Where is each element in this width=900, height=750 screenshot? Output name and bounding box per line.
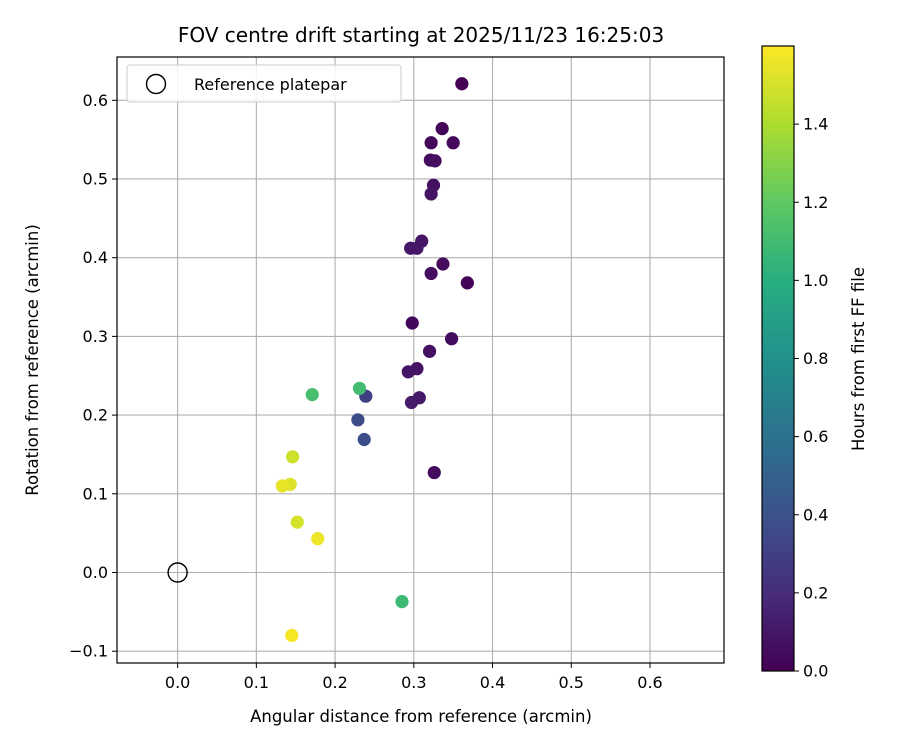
data-point-24: [357, 432, 371, 447]
data-point-31: [290, 515, 304, 529]
colorbar-tick-label-7: 1.4: [803, 115, 828, 134]
x-axis: 0.0 0.1 0.2 0.3 0.4 0.5 0.6: [165, 663, 663, 692]
y-tick-label-1: 0.0: [83, 563, 108, 582]
data-point-12: [424, 266, 438, 281]
data-point-10: [410, 241, 424, 255]
colorbar-tick-label-3: 0.6: [803, 427, 828, 446]
legend: Reference platepar: [126, 64, 402, 103]
plot-area: [117, 57, 724, 663]
colorbar-gradient: [762, 46, 794, 671]
legend-marker-reference: [145, 73, 167, 95]
data-point-5: [428, 154, 442, 168]
data-point-11: [436, 257, 450, 271]
data-point-3: [446, 136, 460, 150]
y-tick-label-0: −0.1: [69, 642, 108, 661]
points-layer: [167, 77, 474, 643]
y-tick-label-2: 0.1: [83, 484, 108, 503]
data-point-32: [311, 532, 325, 546]
plot-frame: [116, 56, 725, 664]
x-tick-label-2: 0.2: [322, 673, 347, 692]
x-tick-label-3: 0.3: [401, 673, 426, 692]
colorbar-tick-label-2: 0.4: [803, 505, 828, 524]
y-tick-label-5: 0.4: [83, 248, 108, 267]
y-tick-label-7: 0.6: [83, 91, 108, 110]
data-point-21: [427, 465, 441, 480]
data-point-15: [444, 332, 459, 346]
data-point-28: [285, 450, 300, 464]
data-point-14: [405, 316, 419, 330]
data-point-25: [352, 381, 367, 395]
y-tick-label-3: 0.2: [83, 406, 108, 425]
data-point-27: [395, 595, 409, 609]
x-tick-label-5: 0.5: [559, 673, 584, 692]
y-axis-label: Rotation from reference (arcmin): [23, 224, 42, 496]
colorbar-label: Hours from first FF file: [849, 267, 868, 451]
x-tick-label-6: 0.6: [637, 673, 662, 692]
legend-entry-reference: Reference platepar: [194, 75, 347, 94]
x-tick-label-1: 0.1: [244, 673, 269, 692]
y-axis: −0.1 0.0 0.1 0.2 0.3 0.4 0.5 0.6: [69, 91, 117, 661]
data-point-1: [435, 122, 449, 136]
data-point-7: [424, 187, 438, 201]
reference-platepar-marker: [167, 562, 188, 583]
data-point-16: [422, 344, 437, 358]
data-point-30: [275, 479, 289, 493]
x-tick-label-0: 0.0: [165, 673, 190, 692]
x-tick-label-4: 0.4: [480, 673, 505, 692]
data-point-2: [424, 136, 438, 150]
y-tick-label-4: 0.3: [83, 327, 108, 346]
data-point-33: [285, 628, 299, 643]
colorbar-tick-label-4: 0.8: [803, 349, 828, 368]
data-point-13: [460, 276, 474, 290]
y-tick-label-6: 0.5: [83, 169, 108, 188]
chart-title: FOV centre drift starting at 2025/11/23 …: [178, 23, 664, 47]
colorbar-ticks: 0.0 0.2 0.4 0.6 0.8 1.0 1.2 1.4: [794, 115, 828, 681]
colorbar-tick-label-6: 1.2: [803, 193, 828, 212]
colorbar-tick-label-5: 1.0: [803, 271, 828, 290]
data-point-26: [305, 388, 319, 402]
data-point-0: [455, 77, 469, 91]
grid-layer: [117, 57, 724, 663]
colorbar: 0.0 0.2 0.4 0.6 0.8 1.0 1.2 1.4 Hours from firs…: [761, 45, 868, 681]
data-point-18: [401, 365, 415, 379]
data-point-23: [351, 413, 365, 427]
data-point-20: [404, 395, 419, 410]
colorbar-tick-label-1: 0.2: [803, 583, 828, 602]
colorbar-tick-label-0: 0.0: [803, 662, 828, 681]
legend-box: [126, 64, 402, 103]
x-axis-label: Angular distance from reference (arcmin): [250, 707, 592, 726]
